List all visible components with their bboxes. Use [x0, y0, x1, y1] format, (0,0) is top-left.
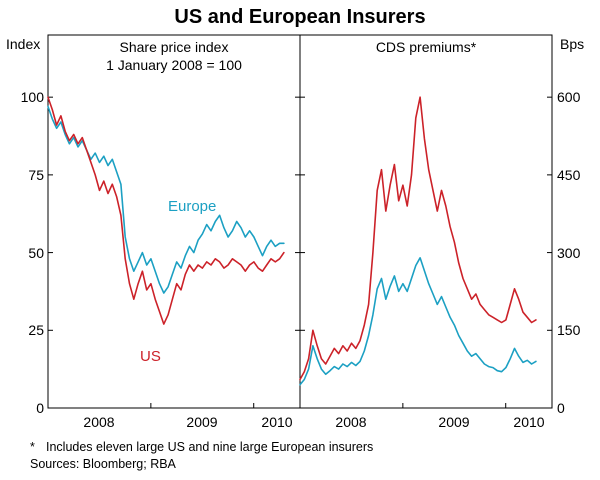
line-europe: [299, 256, 537, 386]
y-tick-label: 150: [557, 322, 581, 338]
x-tick-label: 2008: [83, 414, 115, 430]
x-tick-label: 2010: [513, 414, 545, 430]
y-tick-label: 50: [28, 245, 44, 261]
footnote-text: Includes eleven large US and nine large …: [46, 440, 374, 454]
x-tick-label: 2009: [186, 414, 218, 430]
y-tick-label: 450: [557, 167, 581, 183]
series-lines: [47, 96, 537, 386]
sources-line: Sources: Bloomberg; RBA: [30, 457, 176, 471]
left-panel-subtitle: 1 January 2008 = 100: [106, 57, 242, 73]
left-panel-title: Share price index: [119, 39, 229, 55]
series-label-us: US: [140, 348, 161, 365]
x-tick-label: 2010: [261, 414, 293, 430]
left-axis-unit: Index: [6, 36, 41, 52]
y-tick-label: 75: [28, 167, 44, 183]
y-tick-label: 600: [557, 89, 581, 105]
right-axis-unit: Bps: [560, 36, 585, 52]
x-tick-label: 2008: [335, 414, 367, 430]
y-tick-label: 0: [36, 400, 44, 416]
right-panel-title: CDS premiums*: [375, 39, 477, 55]
y-tick-label: 25: [28, 322, 44, 338]
y-tick-label: 300: [557, 245, 581, 261]
x-tick-label: 2009: [438, 414, 470, 430]
tick-marks: [48, 96, 552, 408]
line-us: [299, 96, 537, 381]
series-label-europe: Europe: [168, 198, 217, 215]
line-europe: [47, 105, 285, 294]
y-tick-label: 100: [20, 89, 44, 105]
line-us: [47, 96, 285, 325]
chart-title: US and European Insurers: [174, 6, 426, 28]
footnote-marker: *: [30, 440, 35, 454]
y-tick-label: 0: [557, 400, 565, 416]
